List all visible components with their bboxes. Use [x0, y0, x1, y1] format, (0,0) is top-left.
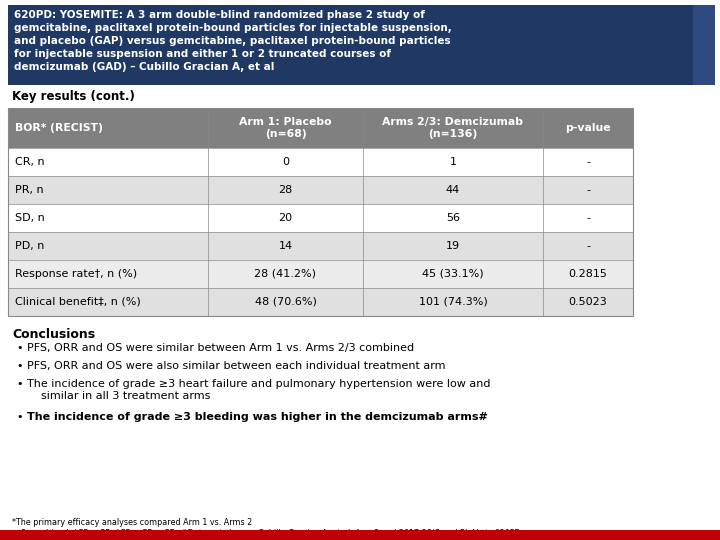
Text: 14: 14 [279, 241, 292, 251]
Text: Key results (cont.): Key results (cont.) [12, 90, 135, 103]
Bar [8, 204, 633, 232]
Text: 56: 56 [446, 213, 460, 223]
Bar [8, 108, 633, 316]
Text: •: • [16, 361, 22, 371]
Text: •: • [16, 343, 22, 353]
Text: 28 (41.2%): 28 (41.2%) [254, 269, 317, 279]
Text: 0: 0 [282, 157, 289, 167]
Text: -: - [586, 241, 590, 251]
Text: 1: 1 [449, 157, 456, 167]
Text: 0.5023: 0.5023 [569, 297, 608, 307]
Bar [8, 148, 633, 176]
Text: Conclusions: Conclusions [12, 328, 95, 341]
Text: 48 (70.6%): 48 (70.6%) [255, 297, 316, 307]
Text: 101 (74.3%): 101 (74.3%) [418, 297, 487, 307]
Bar [8, 260, 633, 288]
Text: •: • [16, 379, 22, 389]
Text: PR, n: PR, n [15, 185, 44, 195]
Text: PD, n: PD, n [15, 241, 45, 251]
Text: 620PD: YOSEMITE: A 3 arm double-blind randomized phase 2 study of
gemcitabine, p: 620PD: YOSEMITE: A 3 arm double-blind ra… [14, 10, 451, 72]
Bar [0, 530, 720, 540]
Text: The incidence of grade ≥3 heart failure and pulmonary hypertension were low and
: The incidence of grade ≥3 heart failure … [27, 379, 490, 401]
Text: •: • [16, 412, 22, 422]
Bar [8, 5, 693, 85]
Text: -: - [586, 157, 590, 167]
Bar [8, 288, 633, 316]
Text: 28: 28 [279, 185, 292, 195]
Text: PFS, ORR and OS were also similar between each individual treatment arm: PFS, ORR and OS were also similar betwee… [27, 361, 446, 371]
Text: -: - [586, 185, 590, 195]
Text: Clinical benefit‡, n (%): Clinical benefit‡, n (%) [15, 297, 140, 307]
Text: p-value: p-value [565, 123, 611, 133]
Text: *The primary efficacy analyses compared Arm 1 vs. Arms 2
+ 3 combined; †CR + PR;: *The primary efficacy analyses compared … [12, 518, 521, 538]
Bar [8, 108, 633, 148]
Text: 19: 19 [446, 241, 460, 251]
Text: CR, n: CR, n [15, 157, 45, 167]
Text: BOR* (RECIST): BOR* (RECIST) [15, 123, 103, 133]
Text: 0.2815: 0.2815 [569, 269, 608, 279]
Text: Arms 2/3: Demcizumab
(n=136): Arms 2/3: Demcizumab (n=136) [382, 117, 523, 139]
Bar [8, 176, 633, 204]
Text: -: - [586, 213, 590, 223]
Bar [8, 232, 633, 260]
Text: 44: 44 [446, 185, 460, 195]
Text: The incidence of grade ≥3 bleeding was higher in the demcizumab arms#: The incidence of grade ≥3 bleeding was h… [27, 412, 488, 422]
Text: 20: 20 [279, 213, 292, 223]
Text: Response rate†, n (%): Response rate†, n (%) [15, 269, 137, 279]
Text: 45 (33.1%): 45 (33.1%) [422, 269, 484, 279]
Text: PFS, ORR and OS were similar between Arm 1 vs. Arms 2/3 combined: PFS, ORR and OS were similar between Arm… [27, 343, 414, 353]
Text: SD, n: SD, n [15, 213, 45, 223]
Text: Arm 1: Placebo
(n=68): Arm 1: Placebo (n=68) [239, 117, 332, 139]
Bar [693, 5, 715, 85]
